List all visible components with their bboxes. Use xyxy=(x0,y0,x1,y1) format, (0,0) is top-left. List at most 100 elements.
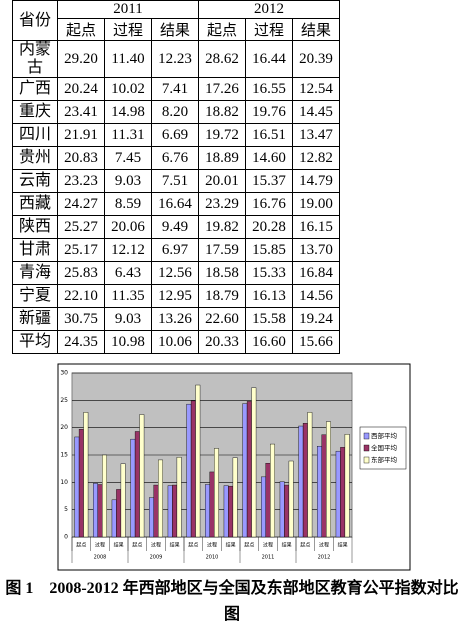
group-label: 2009 xyxy=(150,555,163,561)
bar xyxy=(340,447,346,538)
legend-label: 西部平均 xyxy=(371,431,398,440)
value-cell: 12.95 xyxy=(151,284,199,308)
x-tick-label: 过程 xyxy=(319,542,329,549)
value-cell: 20.06 xyxy=(104,215,152,239)
bar xyxy=(251,387,257,538)
bar xyxy=(270,443,275,538)
value-cell: 18.89 xyxy=(198,146,246,170)
column-header: 起点 xyxy=(198,18,246,41)
value-cell: 12.23 xyxy=(151,40,199,78)
bar xyxy=(284,484,290,538)
x-tick-label: 起点 xyxy=(300,543,310,549)
province-cell: 青海 xyxy=(12,261,58,285)
bar xyxy=(205,484,210,538)
bar xyxy=(83,412,89,538)
bar xyxy=(288,460,294,538)
value-cell: 24.35 xyxy=(57,330,105,354)
value-cell: 16.55 xyxy=(245,77,293,101)
bar xyxy=(186,403,192,538)
value-cell: 15.85 xyxy=(245,238,293,262)
value-cell: 6.97 xyxy=(151,238,199,262)
table-row: 起点 过程 结果 起点 过程 结果 xyxy=(13,18,340,41)
bar xyxy=(279,481,285,538)
bar xyxy=(153,484,159,538)
bar xyxy=(134,431,140,538)
value-cell: 6.43 xyxy=(104,261,152,285)
value-cell: 9.03 xyxy=(104,169,152,193)
value-cell: 20.01 xyxy=(198,169,246,193)
value-cell: 12.12 xyxy=(104,238,152,262)
bar xyxy=(326,421,331,538)
legend-swatch xyxy=(363,444,370,452)
bar xyxy=(242,403,248,538)
value-cell: 13.47 xyxy=(292,123,340,147)
bar xyxy=(167,485,173,538)
x-tick-label: 过程 xyxy=(95,542,105,549)
x-tick-label: 起点 xyxy=(132,543,142,549)
value-cell: 16.51 xyxy=(245,123,293,147)
caption: 图 1 2008-2012 年西部地区与全国及东部地区教育公平指数对比图 xyxy=(5,580,459,623)
value-cell: 14.56 xyxy=(292,284,340,308)
value-cell: 6.69 xyxy=(151,123,199,147)
table-row: 重庆 23.41 14.98 8.20 18.82 19.76 14.45 xyxy=(12,100,340,124)
bar xyxy=(335,450,341,538)
value-cell: 25.17 xyxy=(57,238,105,262)
bar xyxy=(116,489,122,538)
province-cell: 云南 xyxy=(12,169,58,193)
value-cell: 19.24 xyxy=(292,307,340,331)
y-tick-label: 25 xyxy=(60,397,68,404)
value-cell: 25.83 xyxy=(57,261,105,285)
column-header: 起点 xyxy=(57,18,105,41)
value-cell: 10.06 xyxy=(151,330,199,354)
bar xyxy=(74,436,80,538)
value-cell: 19.82 xyxy=(198,215,246,239)
table-row: 四川 21.91 11.31 6.69 19.72 16.51 13.47 xyxy=(12,123,340,147)
legend-label: 全国平均 xyxy=(371,443,398,452)
table-row: 新疆 30.75 9.03 13.26 22.60 15.58 19.24 xyxy=(12,307,340,331)
legend-swatch xyxy=(363,456,370,464)
value-cell: 22.10 xyxy=(57,284,105,308)
table-row: 平均 24.35 10.98 10.06 20.33 16.60 15.66 xyxy=(12,330,340,354)
province-cell: 新疆 xyxy=(12,307,58,331)
bar xyxy=(176,456,182,538)
x-tick-label: 结果 xyxy=(170,542,180,549)
value-cell: 19.76 xyxy=(245,100,293,124)
bar xyxy=(298,425,304,538)
value-cell: 18.58 xyxy=(198,261,246,285)
value-cell: 18.82 xyxy=(198,100,246,124)
group-label: 2012 xyxy=(318,555,331,561)
column-header: 结果 xyxy=(292,18,340,41)
value-cell: 13.70 xyxy=(292,238,340,262)
bar xyxy=(321,434,327,538)
value-cell: 15.37 xyxy=(245,169,293,193)
value-cell: 11.31 xyxy=(104,123,152,147)
province-cell: 贵州 xyxy=(12,146,58,170)
bar xyxy=(228,485,234,538)
value-cell: 24.27 xyxy=(57,192,105,216)
x-tick-label: 过程 xyxy=(207,542,217,549)
value-cell: 7.51 xyxy=(151,169,199,193)
legend-label: 东部平均 xyxy=(371,455,398,464)
value-cell: 16.44 xyxy=(245,40,293,78)
x-tick-label: 结果 xyxy=(114,542,124,549)
y-tick-label: 30 xyxy=(60,370,68,377)
x-tick-label: 起点 xyxy=(244,543,254,549)
bar xyxy=(130,438,136,538)
value-cell: 14.60 xyxy=(245,146,293,170)
value-cell: 7.45 xyxy=(104,146,152,170)
bar xyxy=(223,485,229,538)
value-cell: 8.59 xyxy=(104,192,152,216)
x-tick-label: 过程 xyxy=(263,542,273,549)
value-cell: 12.82 xyxy=(292,146,340,170)
value-cell: 25.27 xyxy=(57,215,105,239)
group-label: 2010 xyxy=(206,555,219,561)
table-row: 省份 2011 2012 xyxy=(12,0,340,41)
column-header: 过程 xyxy=(104,18,152,41)
value-cell: 10.98 xyxy=(104,330,152,354)
value-cell: 15.58 xyxy=(245,307,293,331)
value-cell: 18.79 xyxy=(198,284,246,308)
value-cell: 16.64 xyxy=(151,192,199,216)
bar xyxy=(214,448,219,538)
y-tick-label: 0 xyxy=(64,534,68,541)
